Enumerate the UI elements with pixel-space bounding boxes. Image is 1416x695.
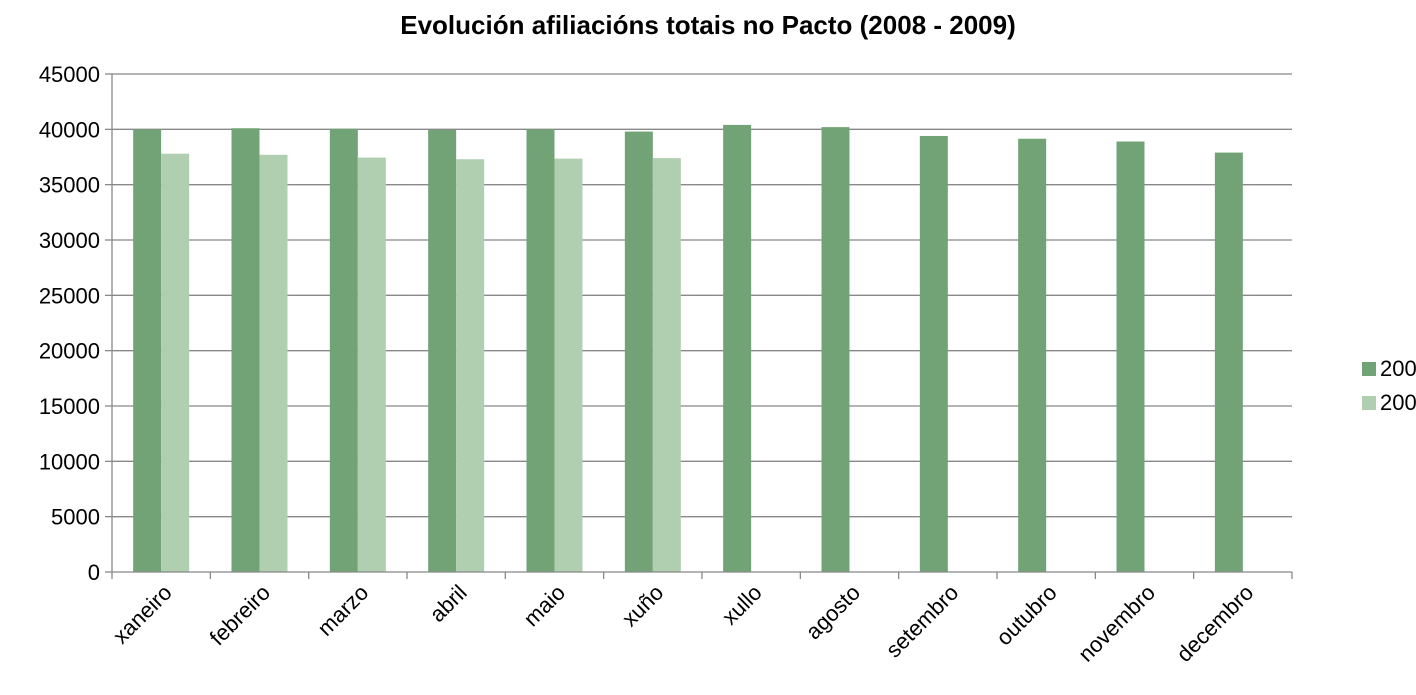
bar-2008-outubro: [1018, 138, 1047, 573]
legend-item-2009: 2009: [1362, 386, 1416, 420]
bar-2008-decembro: [1214, 152, 1243, 572]
bar-2008-xaneiro: [133, 129, 162, 573]
bar-2009-xuño: [652, 158, 681, 572]
chart-title: Evolución afiliacións totais no Pacto (2…: [400, 10, 1016, 40]
y-tick-label: 40000: [39, 117, 100, 142]
bar-2008-novembro: [1116, 141, 1145, 573]
bar-2008-agosto: [821, 127, 850, 573]
legend-swatch-2008: [1362, 362, 1376, 376]
bar-2009-marzo: [357, 157, 386, 572]
gridlines: [105, 73, 1292, 573]
y-tick-label: 45000: [39, 62, 100, 87]
x-tick-label: outubro: [991, 580, 1061, 650]
legend-swatch-2009: [1362, 396, 1376, 410]
y-tick-label: 30000: [39, 228, 100, 253]
legend-item-2008: 2008: [1362, 352, 1416, 386]
bars: [133, 124, 1243, 573]
y-tick-label: 20000: [39, 339, 100, 364]
x-tick-label: decembro: [1172, 580, 1259, 667]
y-tick-labels: 0 5000 10000 15000 20000 25000 30000 35000 40000…: [39, 62, 100, 585]
bar-2008-maio: [526, 129, 555, 573]
x-tick-label: setembro: [881, 580, 964, 663]
bar-2008-febreiro: [231, 128, 260, 572]
y-tick-label: 10000: [39, 449, 100, 474]
axes: [111, 74, 1293, 579]
legend-label-2009: 2009: [1380, 390, 1416, 415]
x-tick-label: novembro: [1073, 580, 1160, 667]
y-tick-label: 15000: [39, 394, 100, 419]
bar-2008-setembro: [919, 135, 948, 572]
x-tick-label: abril: [425, 580, 472, 627]
bar-2009-xaneiro: [161, 153, 190, 572]
x-tick-label: xaneiro: [108, 580, 177, 649]
y-tick-label: 25000: [39, 283, 100, 308]
bar-2008-xuño: [624, 131, 653, 572]
legend-label-2008: 2008: [1380, 356, 1416, 381]
x-tick-label: agosto: [801, 580, 865, 644]
x-tick-label: febreiro: [205, 580, 275, 650]
bar-2008-abril: [428, 129, 457, 573]
x-tick-label: xullo: [717, 580, 767, 630]
x-tick-label: maio: [519, 580, 570, 631]
legend: 2008 2009: [1362, 352, 1416, 420]
x-tick-label: xuño: [617, 580, 668, 631]
bar-2009-febreiro: [259, 154, 288, 572]
y-tick-label: 5000: [51, 505, 100, 530]
bar-2009-abril: [456, 159, 485, 573]
y-tick-label: 35000: [39, 173, 100, 198]
x-tick-labels: xaneiro febreiro marzo abril maio xuño xullo ag…: [108, 580, 1258, 667]
bar-2008-xullo: [723, 124, 752, 572]
bar-2009-maio: [554, 158, 583, 572]
y-tick-label: 0: [88, 560, 100, 585]
bar-2008-marzo: [329, 128, 358, 572]
x-tick-label: marzo: [312, 580, 373, 641]
